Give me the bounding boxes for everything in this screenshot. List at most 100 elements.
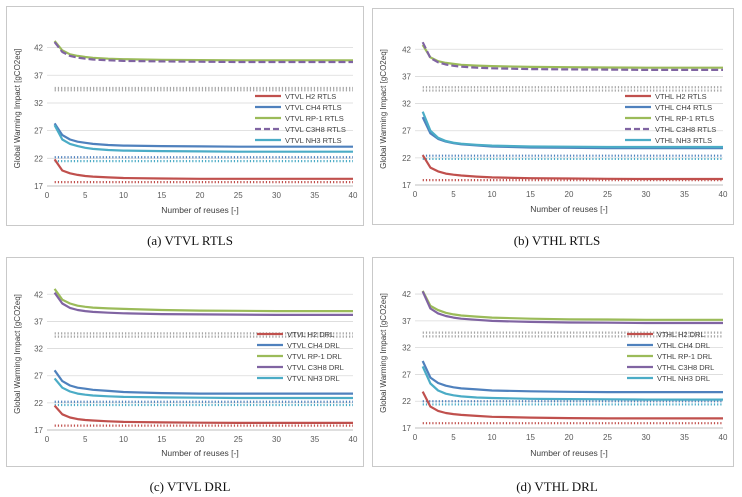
y-tick-label: 27: [402, 370, 411, 379]
chart-caption: (a) VTVL RTLS: [147, 233, 233, 248]
x-tick-label: 10: [119, 435, 128, 444]
legend: VTHL H2 RTLS VTHL CH4 RTLS VTHL RP-1 RTLS V…: [625, 92, 716, 145]
x-tick-label: 15: [526, 190, 535, 199]
legend-label: VTVL H2 RTLS: [285, 92, 336, 101]
x-tick-label: 40: [719, 433, 728, 442]
y-tick-label: 27: [34, 127, 43, 136]
legend-label: VTHL H2 DRL: [657, 330, 705, 339]
series-line-h2: [421, 154, 723, 181]
x-tick-label: 15: [157, 191, 166, 200]
x-tick-label: 30: [272, 191, 281, 200]
x-tick-label: 30: [642, 190, 651, 199]
legend-label: VTHL RP-1 DRL: [657, 352, 712, 361]
x-tick-label: 15: [526, 433, 535, 442]
series-line-rp1: [421, 44, 723, 69]
series-line-h2: [53, 404, 353, 424]
x-tick-label: 10: [488, 433, 497, 442]
series-line-c3h8: [53, 292, 353, 317]
y-tick-label: 42: [402, 290, 411, 299]
legend-label: VTHL CH4 DRL: [657, 341, 710, 350]
y-tick-label: 37: [402, 72, 411, 81]
y-tick-label: 22: [402, 154, 411, 163]
chart-caption: (b) VTHL RTLS: [513, 233, 601, 248]
y-tick-label: 17: [402, 424, 411, 433]
x-tick-label: 20: [196, 191, 205, 200]
y-tick-label: 42: [34, 44, 43, 53]
x-tick-label: 15: [157, 435, 166, 444]
series-line-nh3: [421, 365, 723, 401]
legend-label: VTHL CH4 RTLS: [655, 103, 712, 112]
chart-caption: (c) VTVL DRL: [149, 479, 231, 494]
y-tick-label: 32: [34, 99, 43, 108]
chart-svg: 17 22 27 32 37 42 0 5 10 15 20 25 30 35 40 Number of re…: [379, 290, 728, 458]
legend-label: VTVL RP-1 DRL: [287, 352, 342, 361]
legend-label: VTHL C3H8 RTLS: [655, 125, 716, 134]
x-axis-label: Number of reuses [-]: [530, 448, 607, 458]
y-tick-label: 32: [402, 100, 411, 109]
x-tick-label: 40: [349, 435, 358, 444]
x-tick-label: 35: [310, 191, 319, 200]
x-tick-label: 40: [349, 191, 358, 200]
x-axis-label: Number of reuses [-]: [161, 205, 238, 215]
series-line-nh3: [53, 377, 353, 400]
series-line-rp1: [53, 288, 353, 313]
legend-label: VTHL H2 RTLS: [655, 92, 707, 101]
x-tick-label: 5: [451, 190, 456, 199]
legend: VTVL H2 DRL VTVL CH4 DRL VTVL RP-1 DRL VTVL…: [257, 330, 344, 383]
x-tick-label: 25: [234, 191, 243, 200]
series-line-c3h8: [53, 41, 353, 64]
x-tick-label: 20: [565, 433, 574, 442]
legend-label: VTVL CH4 DRL: [287, 341, 340, 350]
y-tick-label: 42: [34, 290, 43, 299]
x-tick-label: 0: [45, 191, 50, 200]
y-tick-label: 27: [34, 372, 43, 381]
y-axis-label: Global Warming Impact [gCO2eq]: [13, 49, 22, 169]
y-tick-label: 27: [402, 127, 411, 136]
chart-caption: (d) VTHL DRL: [516, 479, 598, 494]
chart-panel-vtvl-drl: 17 22 27 32 37 42 0 5 10 15 20 25 30 35 40 Number of re…: [6, 257, 364, 467]
x-tick-label: 0: [45, 435, 50, 444]
y-tick-label: 22: [402, 397, 411, 406]
x-tick-label: 25: [234, 435, 243, 444]
legend-label: VTVL C3H8 RTLS: [285, 125, 346, 134]
x-tick-label: 0: [413, 433, 418, 442]
y-tick-label: 17: [402, 181, 411, 190]
legend-label: VTVL H2 DRL: [287, 330, 334, 339]
y-axis-label: Global Warming Impact [gCO2eq]: [379, 49, 388, 169]
legend: VTHL H2 DRL VTHL CH4 DRL VTHL RP-1 DRL VTHL…: [627, 330, 714, 383]
legend-label: VTVL RP-1 RTLS: [285, 114, 344, 123]
x-tick-label: 0: [413, 190, 418, 199]
x-tick-label: 5: [451, 433, 456, 442]
chart-svg: 17 22 27 32 37 42 0 5 10 15 20 25 30 35 40 Number of re…: [13, 40, 358, 215]
chart-panel-vthl-rtls: 17 22 27 32 37 42 0 5 10 15 20 25 30 35 40 Number of re…: [372, 8, 734, 225]
series-line-c3h8: [421, 41, 723, 72]
y-tick-label: 42: [402, 45, 411, 54]
y-tick-label: 37: [34, 71, 43, 80]
x-tick-label: 20: [565, 190, 574, 199]
series-line-nh3: [421, 111, 723, 149]
y-tick-label: 17: [34, 426, 43, 435]
y-tick-label: 37: [402, 317, 411, 326]
legend-label: VTVL NH3 RTLS: [285, 136, 342, 145]
legend-label: VTHL NH3 RTLS: [655, 136, 712, 145]
series-line-ch4: [421, 360, 723, 394]
chart-panel-vtvl-rtls: 17 22 27 32 37 42 0 5 10 15 20 25 30 35 40 Number of re…: [6, 6, 364, 226]
series-line-h2: [53, 158, 353, 180]
x-tick-label: 20: [196, 435, 205, 444]
chart-svg: 17 22 27 32 37 42 0 5 10 15 20 25 30 35 40 Number of re…: [379, 41, 728, 214]
x-tick-label: 40: [719, 190, 728, 199]
x-axis-label: Number of reuses [-]: [530, 204, 607, 214]
y-tick-label: 32: [402, 344, 411, 353]
x-tick-label: 5: [83, 191, 88, 200]
y-axis-label: Global Warming Impact [gCO2eq]: [13, 294, 22, 414]
y-tick-label: 32: [34, 345, 43, 354]
series-line-nh3: [53, 124, 353, 153]
y-tick-label: 22: [34, 399, 43, 408]
series-line-rp1: [53, 40, 353, 62]
series-line-rp1: [421, 290, 723, 321]
x-tick-label: 35: [310, 435, 319, 444]
legend: VTVL H2 RTLS VTVL CH4 RTLS VTVL RP-1 RTLS V…: [255, 92, 346, 145]
x-axis-label: Number of reuses [-]: [161, 448, 238, 458]
legend-label: VTHL NH3 DRL: [657, 374, 710, 383]
x-tick-label: 30: [272, 435, 281, 444]
